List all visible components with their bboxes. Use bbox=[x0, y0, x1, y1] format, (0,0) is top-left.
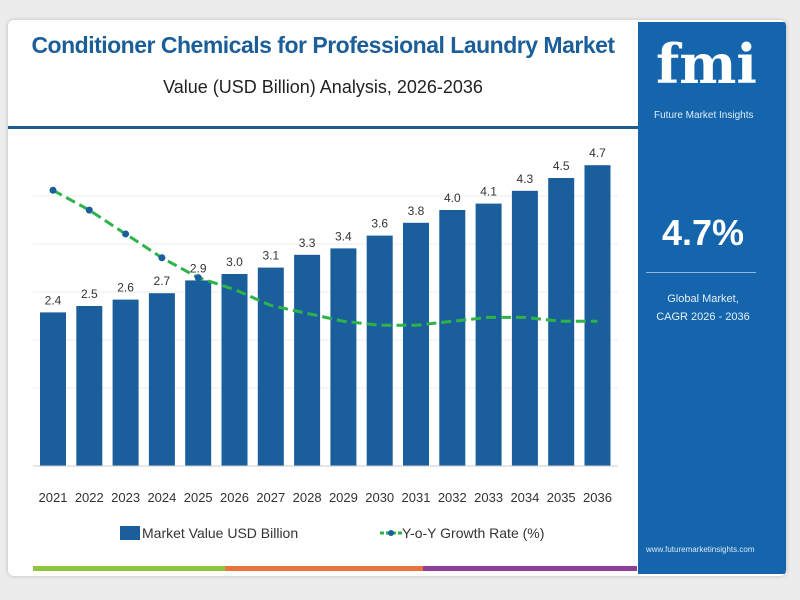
x-tick-2021: 2021 bbox=[39, 490, 68, 505]
title-divider bbox=[8, 126, 638, 129]
chart-subtitle: Value (USD Billion) Analysis, 2026-2036 bbox=[163, 77, 483, 97]
bar-label-2035: 4.5 bbox=[553, 159, 570, 173]
bar-label-2026: 3.0 bbox=[226, 255, 243, 269]
stripe-orange bbox=[225, 566, 423, 571]
x-tick-2029: 2029 bbox=[329, 490, 358, 505]
growth-point-2025 bbox=[194, 274, 202, 282]
x-tick-2024: 2024 bbox=[147, 490, 176, 505]
chart-plot: 2.4 2021 2.5 2022 2.6 2023 2.7 2024 2.9 2025 3.0 20… bbox=[33, 146, 618, 505]
legend-bar-swatch bbox=[120, 526, 140, 540]
x-tick-2033: 2033 bbox=[474, 490, 503, 505]
bar-label-2028: 3.3 bbox=[299, 236, 316, 250]
legend-line-swatch bbox=[380, 530, 402, 536]
growth-point-2024 bbox=[158, 254, 166, 262]
cagr-value: 4.7% bbox=[661, 212, 745, 253]
x-tick-2028: 2028 bbox=[293, 490, 322, 505]
stripe-purple bbox=[423, 566, 637, 571]
chart-card: Conditioner Chemicals for Professional L… bbox=[8, 20, 786, 576]
bar-2024 bbox=[148, 293, 175, 466]
bar-2022 bbox=[76, 306, 103, 466]
bar-label-2036: 4.7 bbox=[589, 146, 606, 160]
bar-2033 bbox=[475, 203, 502, 466]
x-tick-2034: 2034 bbox=[510, 490, 539, 505]
bar-label-2021: 2.4 bbox=[45, 293, 62, 307]
stripe-green bbox=[33, 566, 225, 571]
growth-point-2021 bbox=[49, 186, 57, 194]
bar-label-2033: 4.1 bbox=[480, 185, 497, 199]
legend-line: Y-o-Y Growth Rate (%) bbox=[380, 525, 544, 541]
bar-label-2022: 2.5 bbox=[81, 287, 98, 301]
growth-line bbox=[52, 188, 598, 327]
bar-label-2030: 3.6 bbox=[371, 217, 388, 231]
x-tick-2036: 2036 bbox=[583, 490, 612, 505]
bar-2023 bbox=[112, 299, 139, 466]
x-tick-2026: 2026 bbox=[220, 490, 249, 505]
bar-2034 bbox=[511, 190, 538, 467]
legend-line-label: Y-o-Y Growth Rate (%) bbox=[402, 525, 545, 541]
bar-2031 bbox=[403, 222, 429, 466]
growth-point-2023 bbox=[122, 230, 130, 238]
cagr-label: Global Market, CAGR 2026 - 2036 bbox=[638, 290, 768, 326]
bar-2025 bbox=[185, 280, 212, 466]
x-tick-2022: 2022 bbox=[75, 490, 104, 505]
bar-label-2032: 4.0 bbox=[444, 191, 461, 205]
bar-2021 bbox=[40, 312, 66, 466]
bar-label-2027: 3.1 bbox=[262, 249, 279, 263]
bar-2028 bbox=[294, 254, 321, 466]
bar-label-2024: 2.7 bbox=[154, 274, 171, 288]
fmi-logo: fmi bbox=[656, 32, 757, 96]
legend-bar: Market Value USD Billion bbox=[120, 525, 298, 541]
bar-2027 bbox=[257, 267, 284, 466]
x-tick-2023: 2023 bbox=[111, 490, 140, 505]
bar-2036 bbox=[584, 165, 611, 466]
bar-label-2023: 2.6 bbox=[117, 281, 134, 295]
bar-2029 bbox=[330, 248, 357, 466]
x-tick-2027: 2027 bbox=[256, 490, 285, 505]
x-tick-2031: 2031 bbox=[402, 490, 431, 505]
legend-bar-label: Market Value USD Billion bbox=[142, 525, 299, 541]
bar-2032 bbox=[439, 210, 466, 466]
cagr-label-line2: CAGR 2026 - 2036 bbox=[656, 311, 750, 323]
chart-title: Conditioner Chemicals for Professional L… bbox=[31, 32, 615, 58]
bar-label-2034: 4.3 bbox=[517, 172, 534, 186]
brand-name: Future Market Insights bbox=[654, 110, 754, 121]
bar-label-2025: 2.9 bbox=[190, 261, 207, 275]
brand-panel: fmi Future Market Insights 4.7% Global M… bbox=[638, 22, 786, 574]
x-tick-2032: 2032 bbox=[438, 490, 467, 505]
website-link[interactable]: www.futuremarketinsights.com bbox=[646, 545, 755, 554]
cagr-label-line1: Global Market, bbox=[667, 293, 739, 305]
bar-label-2031: 3.8 bbox=[408, 204, 425, 218]
bar-label-2029: 3.4 bbox=[335, 229, 352, 243]
bar-2026 bbox=[221, 274, 248, 466]
x-tick-2035: 2035 bbox=[547, 490, 576, 505]
bar-2030 bbox=[366, 235, 393, 466]
x-tick-2030: 2030 bbox=[365, 490, 394, 505]
x-tick-2025: 2025 bbox=[184, 490, 213, 505]
growth-point-2022 bbox=[85, 206, 93, 214]
cagr-divider bbox=[646, 272, 756, 273]
